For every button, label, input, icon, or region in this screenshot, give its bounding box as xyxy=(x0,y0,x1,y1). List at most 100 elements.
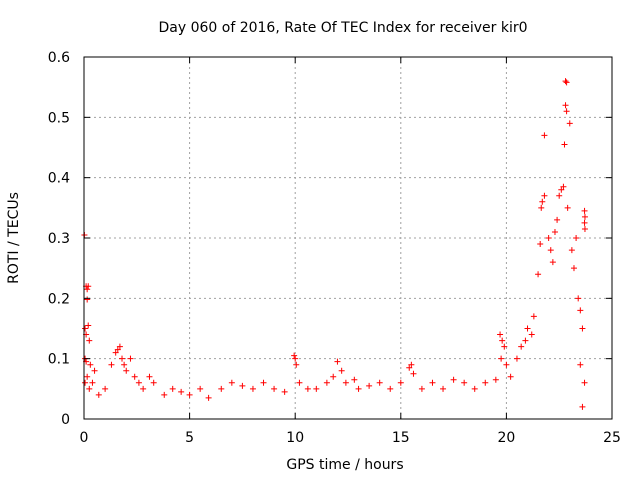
data-point xyxy=(85,322,92,329)
data-point xyxy=(355,385,362,392)
x-tick-labels: 0 5 10 15 20 25 xyxy=(80,430,621,446)
data-point xyxy=(121,361,128,368)
data-point xyxy=(123,367,130,374)
y-tick-label: 0 xyxy=(61,412,70,428)
data-point xyxy=(535,271,542,278)
data-point xyxy=(563,79,570,86)
data-point xyxy=(86,385,93,392)
plot-frame xyxy=(83,56,613,420)
data-point xyxy=(575,295,582,302)
data-point xyxy=(418,385,425,392)
data-point xyxy=(84,296,91,303)
x-tick-label: 10 xyxy=(286,430,304,446)
data-point xyxy=(271,385,278,392)
data-point xyxy=(581,379,588,386)
data-point xyxy=(91,367,98,374)
data-point xyxy=(513,355,520,362)
data-point xyxy=(84,373,91,380)
y-tick-labels: 0 0.1 0.2 0.3 0.4 0.5 0.6 xyxy=(48,50,70,428)
data-point xyxy=(296,379,303,386)
data-point xyxy=(146,373,153,380)
data-point xyxy=(406,364,413,371)
data-point xyxy=(82,325,89,332)
data-point xyxy=(397,379,404,386)
data-point xyxy=(82,379,89,386)
data-point xyxy=(440,385,447,392)
data-point xyxy=(482,379,489,386)
data-point xyxy=(503,361,510,368)
data-point xyxy=(102,385,109,392)
data-point xyxy=(579,403,586,410)
data-point xyxy=(524,325,531,332)
data-point xyxy=(387,385,394,392)
data-point xyxy=(558,186,565,193)
data-point xyxy=(429,379,436,386)
data-point xyxy=(573,235,580,241)
data-points xyxy=(81,78,588,410)
x-tick-label: 20 xyxy=(497,430,515,446)
data-point xyxy=(338,367,345,374)
data-point xyxy=(342,379,349,386)
data-point xyxy=(561,141,568,148)
data-point xyxy=(108,361,115,368)
data-point xyxy=(547,247,554,254)
data-point xyxy=(116,343,123,350)
y-tick-label: 0.5 xyxy=(48,110,70,126)
data-point xyxy=(178,388,185,395)
data-point xyxy=(492,376,499,383)
data-point xyxy=(499,337,506,344)
data-point xyxy=(581,225,588,232)
data-point xyxy=(545,235,552,241)
data-point xyxy=(260,379,267,386)
data-point xyxy=(563,108,570,115)
y-tick-label: 0.2 xyxy=(48,291,70,307)
grid xyxy=(84,57,612,419)
data-point xyxy=(95,391,102,398)
data-point xyxy=(293,361,300,368)
data-point xyxy=(577,361,584,368)
data-point xyxy=(539,198,546,205)
x-tick-label: 0 xyxy=(80,430,89,446)
x-tick-label: 15 xyxy=(392,430,410,446)
data-point xyxy=(85,283,92,290)
data-point xyxy=(186,391,193,398)
x-axis-label: GPS time / hours xyxy=(286,457,403,473)
data-point xyxy=(161,391,168,398)
data-point xyxy=(568,247,575,254)
data-point xyxy=(497,331,504,338)
data-point xyxy=(498,355,505,362)
data-point xyxy=(581,219,588,226)
data-point xyxy=(281,388,288,395)
data-point xyxy=(87,361,94,368)
data-point xyxy=(410,370,417,377)
data-point xyxy=(239,382,246,389)
data-point xyxy=(86,337,93,344)
data-point xyxy=(131,373,138,380)
data-point xyxy=(541,192,548,199)
data-point xyxy=(169,385,176,392)
y-tick-label: 0.6 xyxy=(48,50,70,66)
x-tick-label: 25 xyxy=(603,430,621,446)
data-point xyxy=(538,204,545,211)
y-tick-label: 0.1 xyxy=(48,352,70,368)
data-point xyxy=(119,355,126,362)
data-point xyxy=(501,343,508,350)
data-point xyxy=(461,379,468,386)
data-point xyxy=(197,385,204,392)
data-point xyxy=(330,373,337,380)
data-point xyxy=(556,192,563,199)
data-point xyxy=(541,132,548,139)
data-point xyxy=(334,358,341,365)
data-point xyxy=(537,241,544,248)
data-point xyxy=(218,385,225,392)
data-point xyxy=(313,385,320,392)
data-point xyxy=(323,379,330,386)
data-point xyxy=(554,216,561,223)
data-point xyxy=(579,325,586,332)
chart-title: Day 060 of 2016, Rate Of TEC Index for r… xyxy=(158,20,527,36)
data-point xyxy=(249,385,256,392)
data-point xyxy=(528,331,535,338)
x-tick-label: 5 xyxy=(185,430,194,446)
data-point xyxy=(304,385,311,392)
